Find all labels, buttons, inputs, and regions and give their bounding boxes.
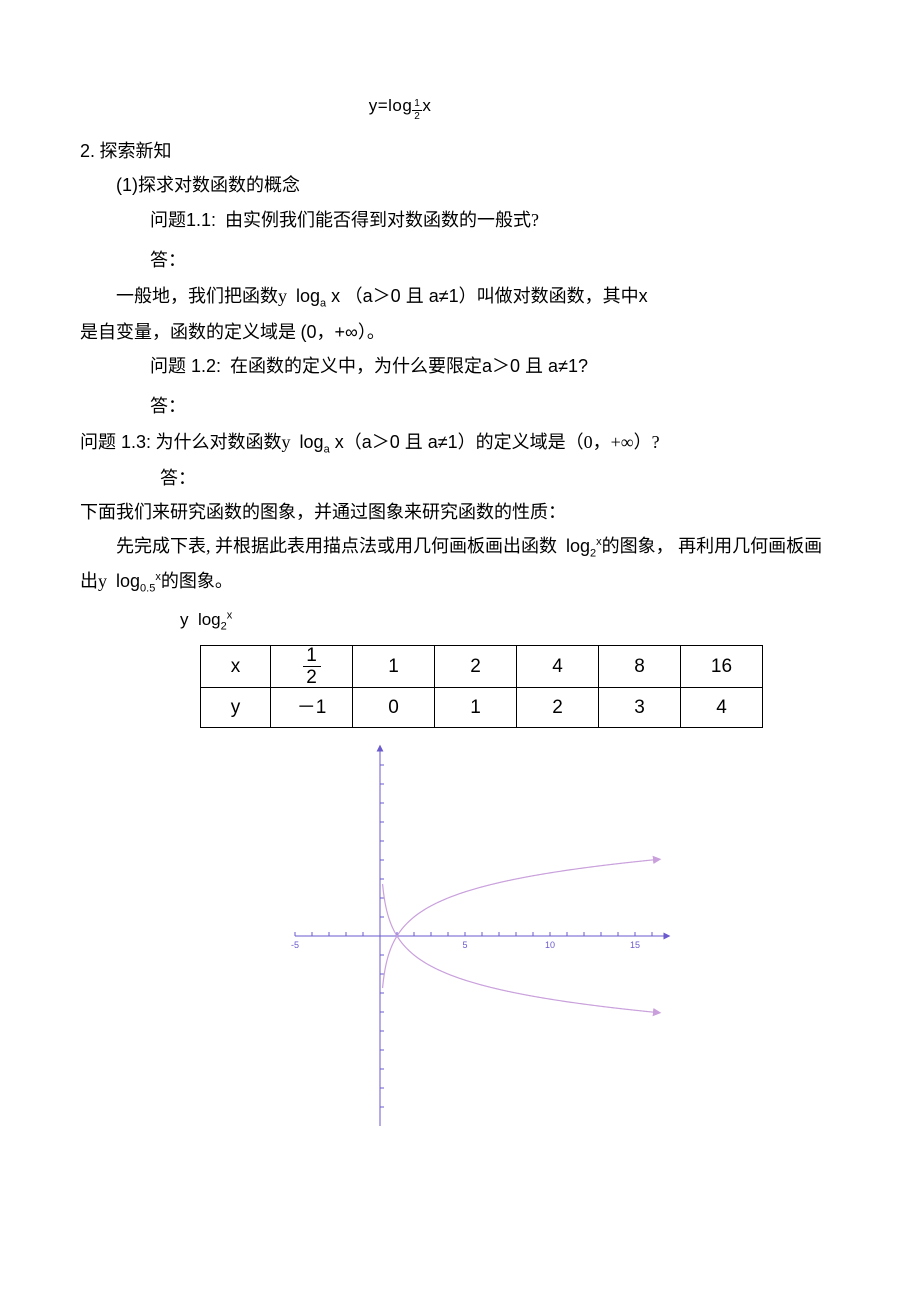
chart-container: -5 5 10 15 xyxy=(80,736,840,1156)
table-cell: 0 xyxy=(353,688,435,728)
question-1-3: 问题 1.3: 为什么对数函数y loga x（a＞0 且 a≠1）的定义域是（… xyxy=(80,425,840,460)
question-1-2: 问题 1.2: 在函数的定义中，为什么要限定a＞0 且 a≠1? xyxy=(80,349,840,383)
value-table: x 12 1 2 4 8 16 y －1 0 1 2 3 4 xyxy=(200,645,763,728)
formula-suffix: x xyxy=(422,96,431,115)
def-pre: 一般地，我们把函数y xyxy=(116,286,287,306)
question-1-1: 问题1.1: 由实例我们能否得到对数函数的一般式? xyxy=(80,203,840,237)
q11-text: 由实例我们能否得到对数函数的一般式? xyxy=(225,210,539,230)
table-cell: 12 xyxy=(271,646,353,688)
table-cell: 2 xyxy=(517,688,599,728)
definition-para: 一般地，我们把函数y loga x （a＞0 且 a≠1）叫做对数函数，其中x … xyxy=(80,279,840,349)
section-title: 探索新知 xyxy=(100,141,172,161)
q12-text: 在函数的定义中，为什么要限定 xyxy=(230,356,482,376)
subsection-1: (1)探求对数函数的概念 xyxy=(80,168,840,202)
table-cell: 1 xyxy=(435,688,517,728)
def-log: loga x xyxy=(296,286,340,306)
table-cell: x xyxy=(201,646,271,688)
table-cell: 4 xyxy=(517,646,599,688)
table-cell: 3 xyxy=(599,688,681,728)
svg-text:15: 15 xyxy=(630,940,640,950)
table-row: x 12 1 2 4 8 16 xyxy=(201,646,763,688)
answer-1-3: 答： xyxy=(80,461,840,495)
log-chart: -5 5 10 15 xyxy=(230,736,690,1156)
section-heading: 2. 探索新知 xyxy=(80,134,840,168)
table-cell: 8 xyxy=(599,646,681,688)
def-line2: 是自变量，函数的定义域是 (0，+∞）。 xyxy=(80,315,385,349)
fill-table-line: 先完成下表, 并根据此表用描点法或用几何画板画出函数 log2x的图象， 再利用… xyxy=(80,529,840,600)
section-number: 2. xyxy=(80,141,95,161)
frac-half: 12 xyxy=(303,646,321,687)
top-formula: y=log12x xyxy=(0,90,840,122)
q13-label: 问题 1.3: xyxy=(80,432,151,452)
formula-sub-frac: 12 xyxy=(412,99,422,122)
q11-label: 问题1.1: xyxy=(150,210,216,230)
study-line: 下面我们来研究函数的图象，并通过图象来研究函数的性质： xyxy=(80,495,840,529)
sub1-label: (1)探求对数函数的概念 xyxy=(116,175,300,195)
def-cond: a＞0 且 a≠1 xyxy=(363,286,459,306)
answer-1-1: 答： xyxy=(80,243,840,277)
y-label-expr: y log2x xyxy=(80,604,840,637)
table-cell: 1 xyxy=(353,646,435,688)
table-cell: 4 xyxy=(681,688,763,728)
table-cell: 16 xyxy=(681,646,763,688)
table-cell: 2 xyxy=(435,646,517,688)
svg-text:10: 10 xyxy=(545,940,555,950)
svg-text:5: 5 xyxy=(462,940,467,950)
formula-prefix: y=log xyxy=(369,96,413,115)
table-row: y －1 0 1 2 3 4 xyxy=(201,688,763,728)
table-cell: －1 xyxy=(271,688,353,728)
table-cell: y xyxy=(201,688,271,728)
svg-text:-5: -5 xyxy=(291,940,299,950)
q12-label: 问题 1.2: xyxy=(150,356,221,376)
answer-1-2: 答： xyxy=(80,389,840,423)
